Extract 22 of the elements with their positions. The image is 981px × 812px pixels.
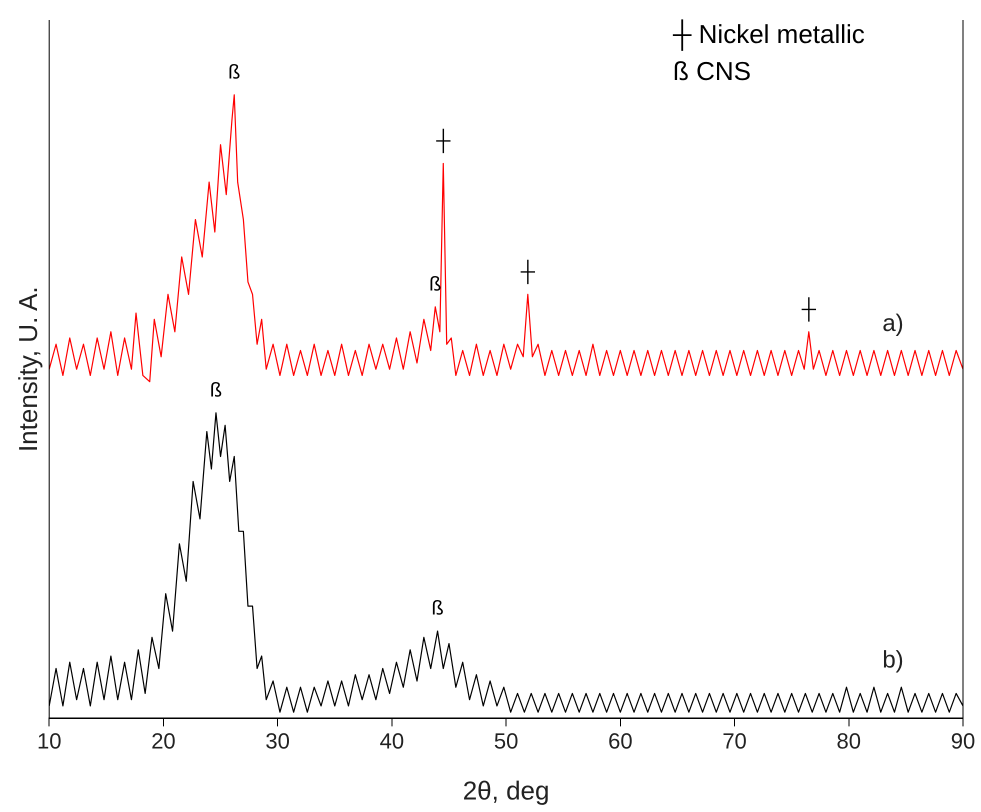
x-axis-title: 2θ, deg (462, 776, 550, 806)
annotation: ß (429, 273, 442, 296)
annotation: ß (431, 598, 444, 620)
x-tick-label: 40 (380, 728, 404, 754)
x-tick-label: 80 (836, 728, 862, 754)
annotation: ┼ (800, 296, 817, 322)
x-tick-label: 10 (36, 728, 62, 754)
annotation: ß (228, 61, 240, 84)
text: ß CNS (673, 56, 751, 86)
annotation: ┼ (435, 128, 452, 154)
x-tick-label: 60 (608, 728, 633, 754)
y-axis-title: Intensity, U. A. (12, 286, 43, 452)
x-tick-label: 20 (151, 728, 176, 754)
x-tick-label: 50 (494, 728, 518, 754)
x-tick-label: 30 (265, 728, 290, 754)
text: ┼ Nickel metallic (672, 19, 865, 52)
series-label: a) (882, 310, 904, 337)
x-tick-label: 70 (722, 728, 747, 754)
annotation: ┼ (520, 258, 536, 285)
annotation: ß (210, 379, 222, 402)
x-tick-label: 90 (950, 728, 976, 754)
series-label: b) (882, 646, 904, 674)
